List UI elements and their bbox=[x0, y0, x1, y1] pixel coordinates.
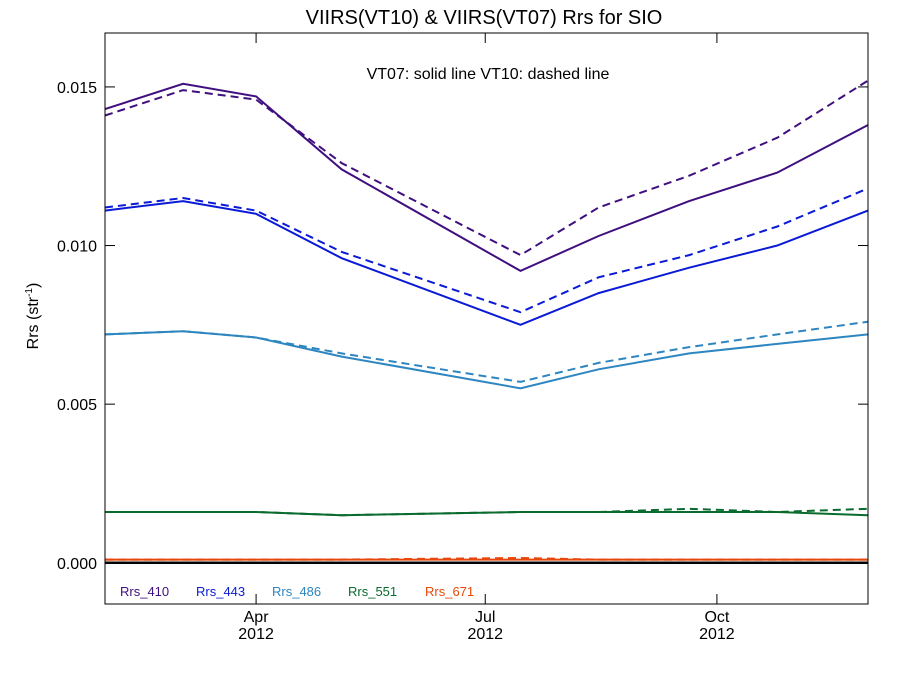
y-tick-label: 0.005 bbox=[57, 397, 97, 414]
y-tick-label: 0.010 bbox=[57, 239, 97, 256]
x-tick-label-year: 2012 bbox=[238, 626, 274, 643]
legend-entry-Rrs_410: Rrs_410 bbox=[120, 584, 169, 599]
series-line-dashed-Rrs_551 bbox=[105, 507, 869, 517]
series-line-solid-Rrs_486 bbox=[104, 330, 869, 390]
x-tick-label-month: Apr bbox=[244, 609, 270, 626]
series-line-solid-Rrs_443 bbox=[104, 200, 869, 326]
x-tick-label-year: 2012 bbox=[467, 626, 503, 643]
y-axis-label-main: Rrs (str bbox=[25, 296, 42, 349]
x-tick-label-month: Oct bbox=[704, 609, 729, 626]
y-tick-label: 0.000 bbox=[57, 556, 97, 573]
x-tick-label-month: Jul bbox=[475, 609, 495, 626]
series-line-dashed-Rrs_671 bbox=[105, 556, 868, 561]
plot-frame bbox=[104, 32, 869, 605]
legend-entry-Rrs_443: Rrs_443 bbox=[196, 584, 245, 599]
chart-title: VIIRS(VT10) & VIIRS(VT07) Rrs for SIO bbox=[306, 7, 663, 29]
series-line-dashed-Rrs_443 bbox=[104, 187, 869, 314]
y-axis-label-exponent: -1 bbox=[24, 288, 35, 297]
y-axis-label: Rrs (str-1) bbox=[24, 283, 42, 350]
legend-entry-Rrs_486: Rrs_486 bbox=[272, 584, 321, 599]
legend-entry-Rrs_671: Rrs_671 bbox=[425, 584, 474, 599]
y-tick-label: 0.015 bbox=[57, 80, 97, 97]
y-axis-label-close: ) bbox=[25, 283, 42, 288]
plot-area: 0.0000.0050.0100.015Apr2012Jul2012Oct201… bbox=[57, 32, 869, 643]
line-style-note: VT07: solid line VT10: dashed line bbox=[367, 66, 610, 83]
x-tick-label-year: 2012 bbox=[699, 626, 735, 643]
series-line-solid-Rrs_410 bbox=[104, 82, 869, 273]
series-line-solid-Rrs_551 bbox=[105, 511, 869, 517]
legend-entry-Rrs_551: Rrs_551 bbox=[348, 584, 397, 599]
series-line-dashed-Rrs_486 bbox=[104, 320, 869, 383]
series-line-dashed-Rrs_410 bbox=[104, 79, 869, 257]
